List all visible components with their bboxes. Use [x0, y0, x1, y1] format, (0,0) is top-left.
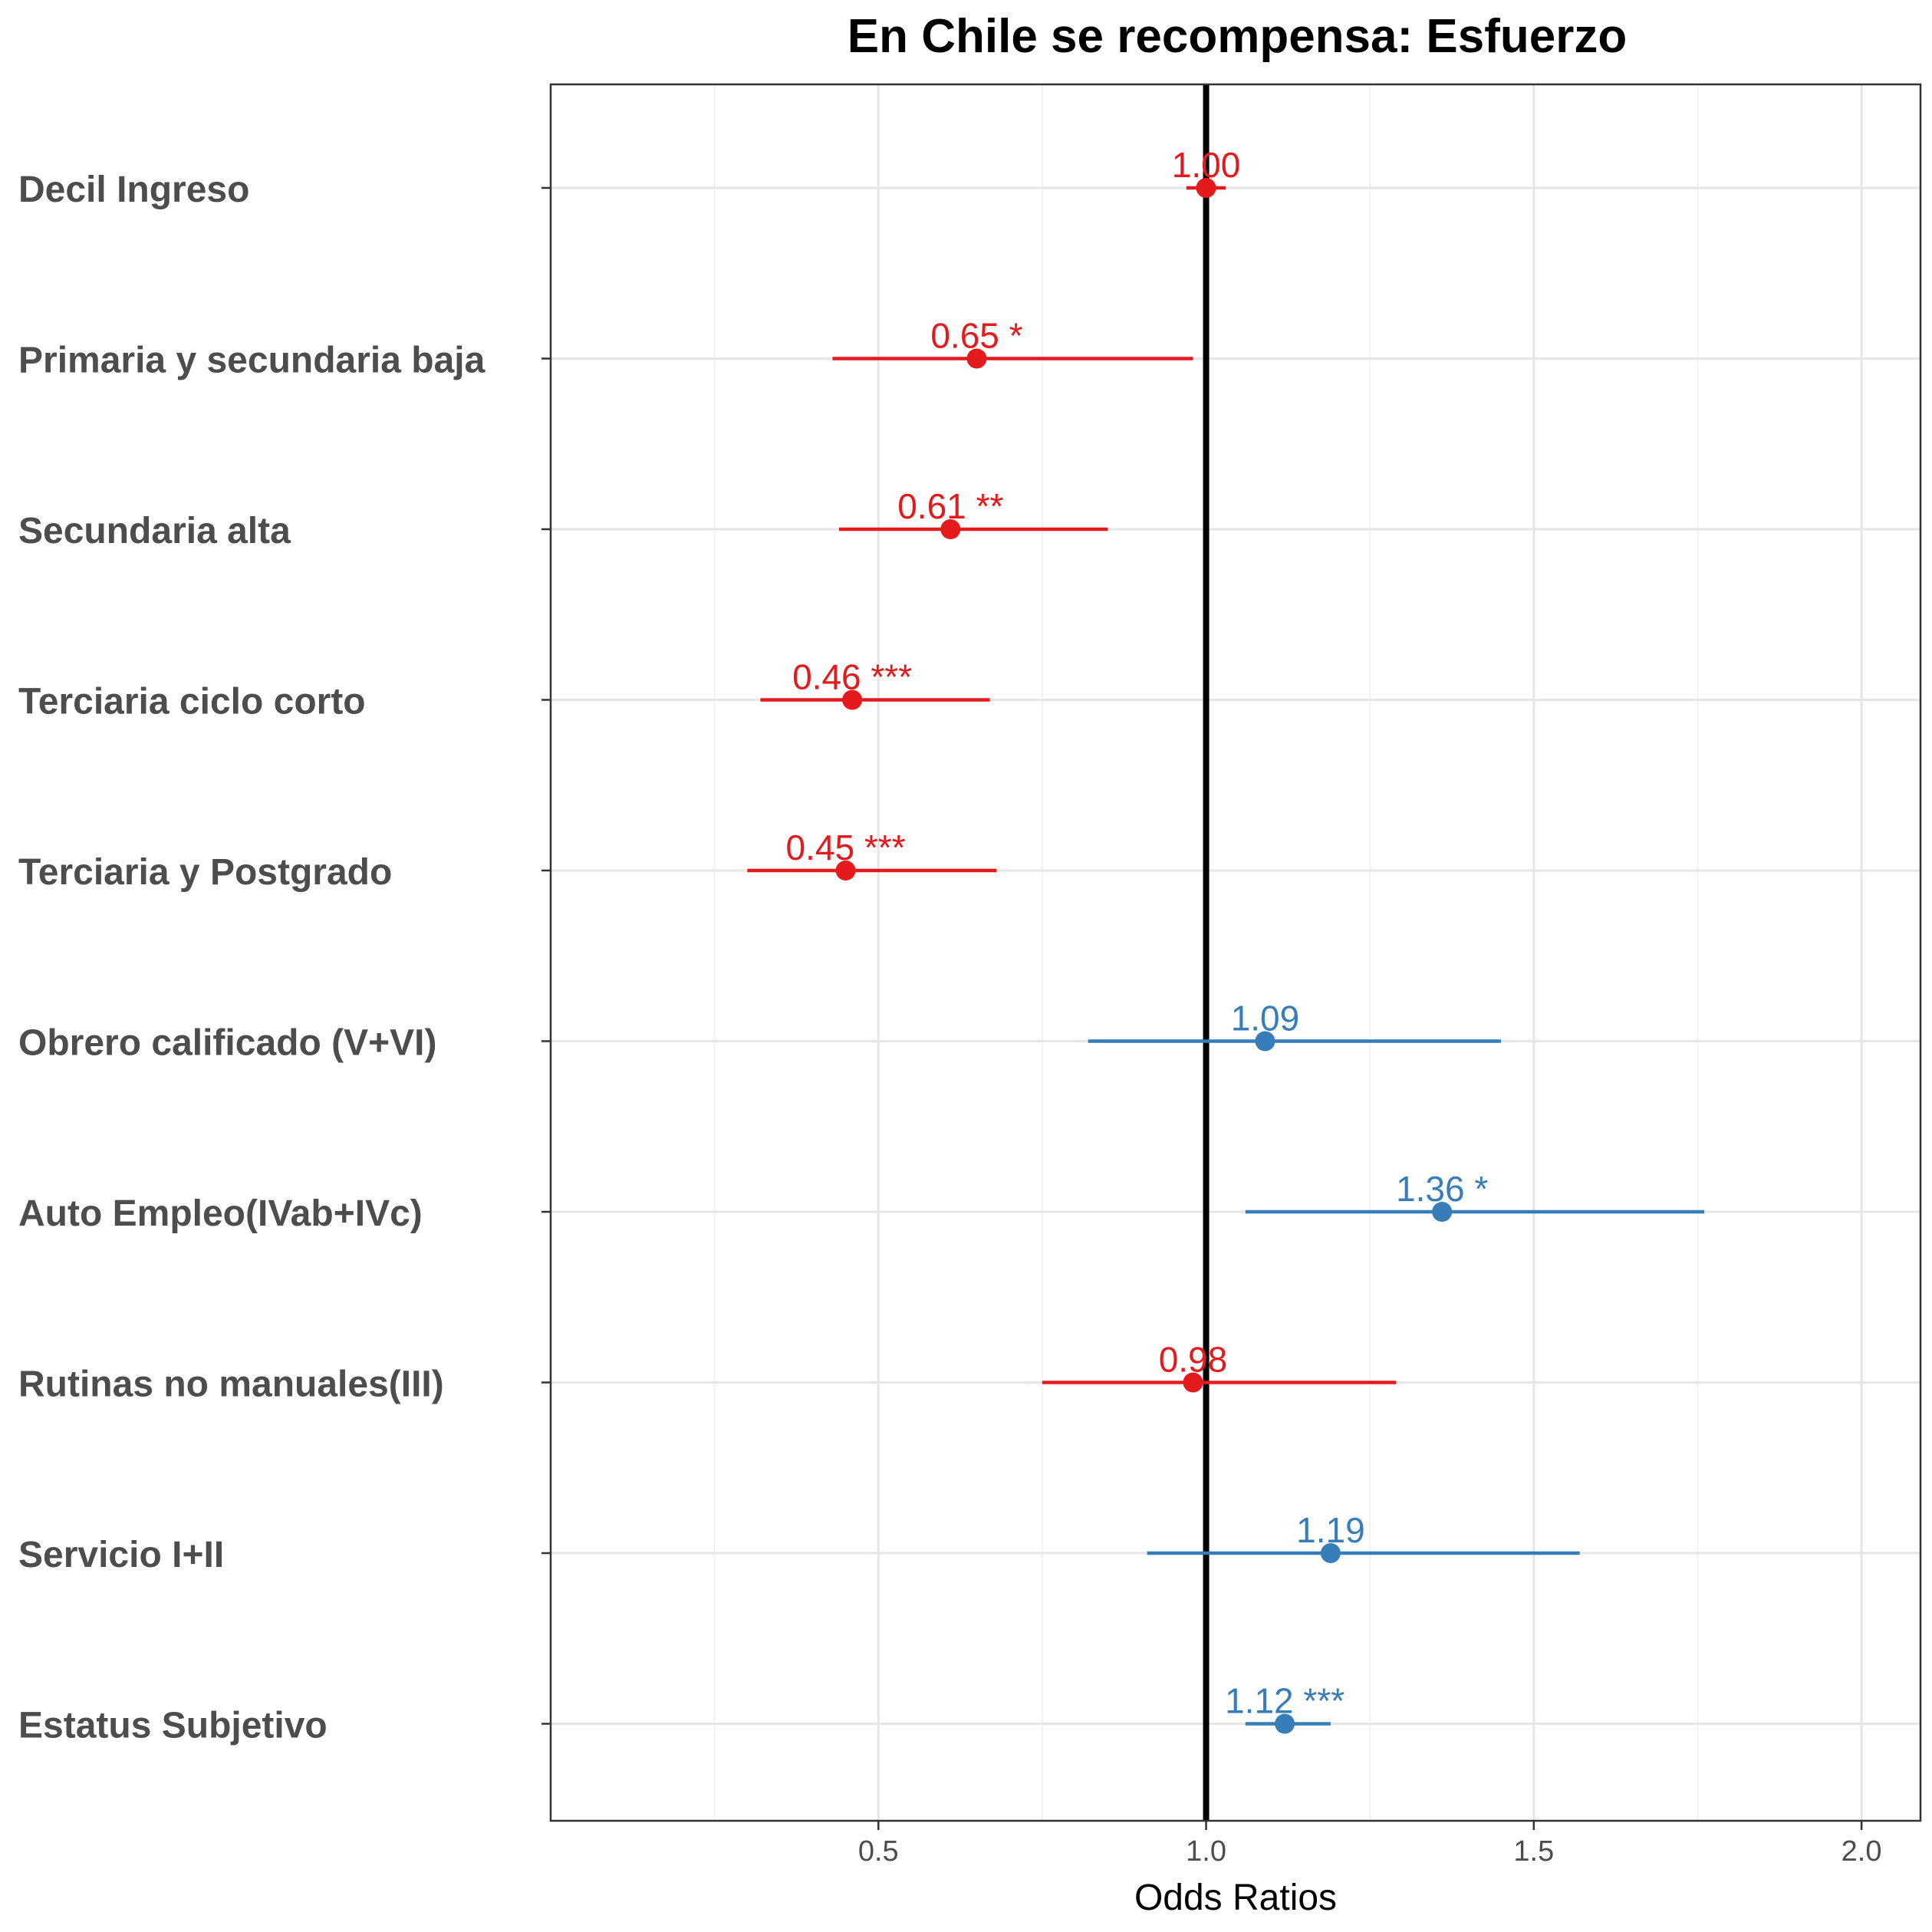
x-axis: 0.5 1.0 1.5 2.0: [858, 1821, 1882, 1868]
row-label: Terciaria y Postgrado: [18, 852, 392, 893]
point-estimate: [1183, 1372, 1203, 1393]
x-tick-label: 1.0: [1186, 1835, 1226, 1868]
point-estimate: [940, 519, 961, 539]
value-label: 0.98: [1159, 1340, 1228, 1380]
row-label: Secundaria alta: [18, 511, 291, 551]
plot-panel-border: [549, 83, 1922, 1822]
point-estimate: [1255, 1031, 1275, 1052]
value-label: 0.65 *: [930, 316, 1022, 356]
value-label: 0.46 ***: [792, 657, 912, 697]
point-estimate: [966, 348, 987, 369]
point-estimate: [1196, 178, 1216, 198]
row-label: Obrero calificado (V+VI): [18, 1023, 436, 1064]
point-estimate: [1275, 1713, 1295, 1734]
point-estimate: [1432, 1202, 1453, 1222]
row-label: Servicio I+II: [18, 1535, 224, 1575]
x-tick-label: 0.5: [858, 1835, 899, 1868]
point-estimate: [842, 690, 863, 710]
value-label: 1.19: [1296, 1510, 1365, 1550]
value-label: 0.61 **: [897, 486, 1003, 526]
row-label: Decil Ingreso: [18, 170, 249, 210]
value-label: 1.09: [1231, 999, 1300, 1038]
value-label: 0.45 ***: [786, 828, 906, 867]
value-label: 1.12 ***: [1225, 1681, 1345, 1721]
grid-lines: [551, 84, 1920, 1821]
row-label: Rutinas no manuales(III): [18, 1364, 444, 1405]
value-label: 1.00: [1172, 145, 1241, 185]
x-tick-label: 1.5: [1513, 1835, 1554, 1868]
x-axis-label: Odds Ratios: [1134, 1878, 1337, 1918]
chart-title: En Chile se recompensa: Esfuerzo: [848, 10, 1627, 63]
row-labels: Decil Ingreso Primaria y secundaria baja S…: [18, 170, 551, 1746]
plot-panel-background: [551, 84, 1920, 1821]
point-estimate: [835, 861, 856, 880]
point-estimate: [1320, 1543, 1341, 1563]
row-label: Estatus Subjetivo: [18, 1706, 327, 1746]
data-marks: 1.00 0.65 * 0.61 ** 0.46 *** 0.45 *** 1.09 1.3…: [747, 84, 1704, 1821]
row-label: Primaria y secundaria baja: [18, 341, 485, 381]
x-tick-label: 2.0: [1841, 1835, 1882, 1868]
value-label: 1.36 *: [1396, 1169, 1488, 1209]
row-label: Terciaria ciclo corto: [18, 682, 366, 722]
row-label: Auto Empleo(IVab+IVc): [18, 1193, 423, 1234]
